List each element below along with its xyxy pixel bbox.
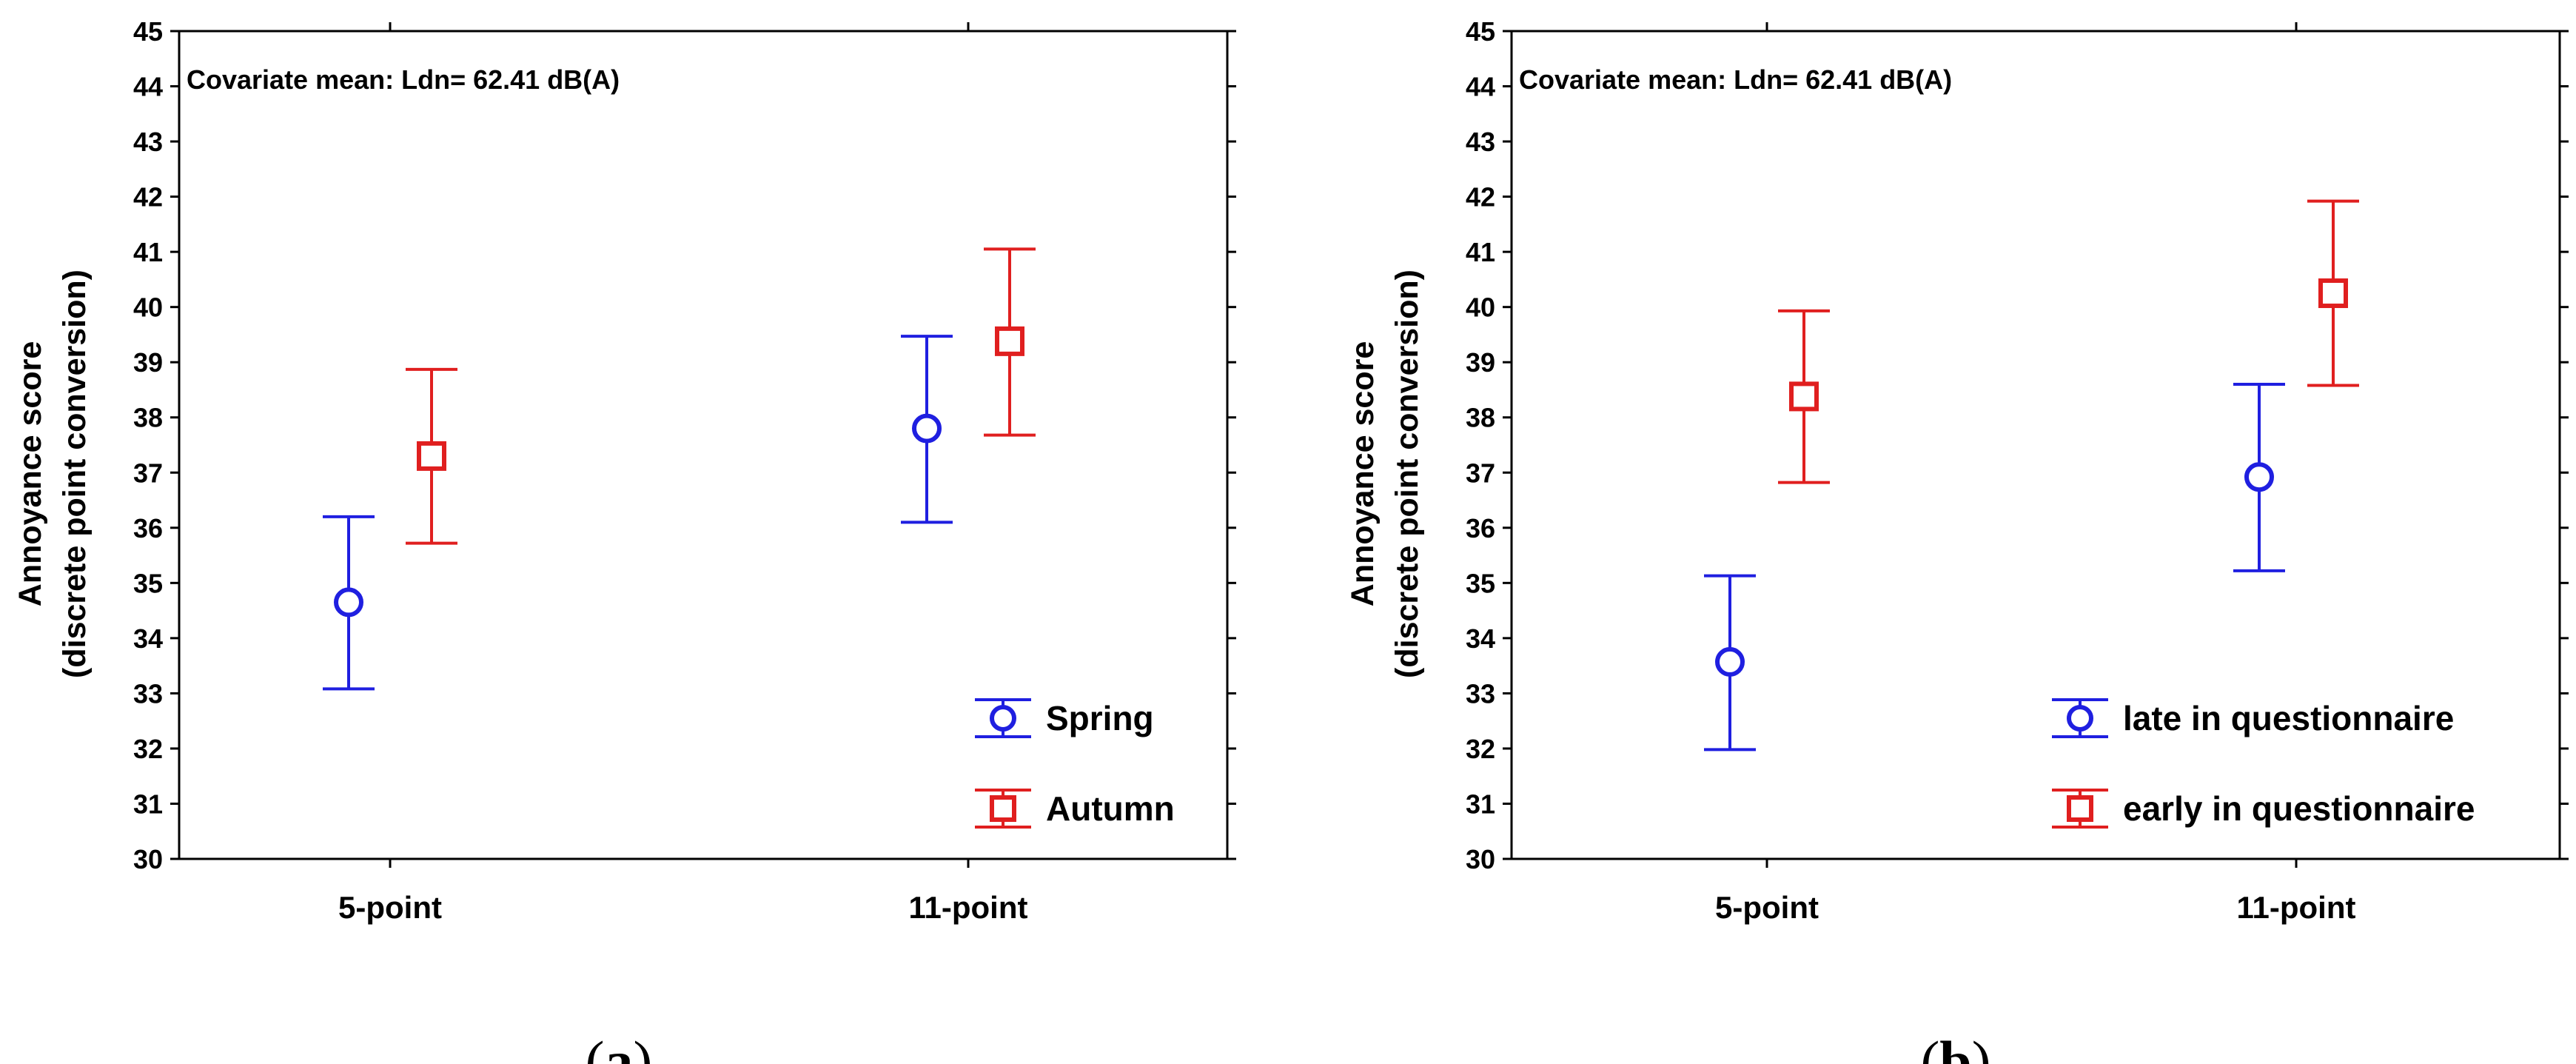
plot-frame — [1510, 30, 2561, 860]
y-tick-label: 44 — [133, 72, 163, 102]
panel-label-letter: b — [1939, 1029, 1971, 1064]
legend-item: Autumn — [975, 789, 1175, 829]
x-tick-label: 11-point — [2236, 890, 2355, 925]
y-tick-label: 41 — [133, 237, 163, 267]
y-tick-label: 35 — [1466, 568, 1495, 598]
y-tick-label: 38 — [1466, 403, 1495, 433]
y-tick-label: 35 — [133, 568, 163, 598]
plot-frame — [178, 30, 1229, 860]
y-tick-label: 39 — [133, 347, 163, 378]
legend-label: late in questionnaire — [2123, 699, 2454, 737]
panel-label-a: (a) — [586, 1029, 653, 1064]
y-tick-label: 31 — [133, 789, 163, 819]
y-tick-label: 40 — [133, 292, 163, 323]
y-axis-label-line2: (discrete point conversion) — [57, 270, 93, 678]
legend-label: early in questionnaire — [2123, 789, 2475, 828]
y-tick-label: 33 — [133, 678, 163, 709]
data-point — [1789, 381, 1819, 412]
legend-label: Spring — [1046, 699, 1154, 737]
legend-marker — [2067, 705, 2093, 732]
y-tick-label: 43 — [1466, 127, 1495, 157]
data-point — [2244, 462, 2274, 492]
y-axis-label-line1: Annoyance score — [1345, 341, 1381, 606]
y-tick-label: 32 — [133, 734, 163, 764]
x-tick-label: 11-point — [908, 890, 1027, 925]
y-tick-label: 45 — [133, 16, 163, 47]
y-tick-label: 38 — [133, 403, 163, 433]
y-tick-label: 34 — [1466, 623, 1495, 654]
panel-label-letter: a — [605, 1029, 634, 1064]
y-tick-label: 32 — [1466, 734, 1495, 764]
covariate-annotation: Covariate mean: Ldn= 62.41 dB(A) — [187, 64, 620, 95]
legend-item: Spring — [975, 698, 1154, 738]
covariate-annotation: Covariate mean: Ldn= 62.41 dB(A) — [1519, 64, 1952, 95]
y-tick-label: 36 — [1466, 513, 1495, 543]
y-tick-label: 30 — [1466, 844, 1495, 874]
y-tick-label: 44 — [1466, 72, 1495, 102]
y-tick-label: 30 — [133, 844, 163, 874]
legend-marker — [990, 795, 1016, 822]
data-point — [912, 413, 942, 444]
y-tick-label: 33 — [1466, 678, 1495, 709]
y-tick-label: 37 — [1466, 458, 1495, 488]
panel-label-b: (b) — [1920, 1029, 1990, 1064]
series-circle — [1704, 383, 2285, 752]
chart-panel-a: Covariate mean: Ldn= 62.41 dB(A) Annoyan… — [13, 16, 1236, 1064]
y-tick-label: 31 — [1466, 789, 1495, 819]
y-tick-label: 42 — [133, 182, 163, 213]
y-tick-label: 37 — [133, 458, 163, 488]
y-tick-label: 42 — [1466, 182, 1495, 213]
x-tick-label: 5-point — [1715, 890, 1819, 925]
data-point — [995, 326, 1024, 356]
y-tick-label: 34 — [133, 623, 163, 654]
series-circle — [323, 335, 953, 691]
legend-item: early in questionnaire — [2052, 789, 2475, 829]
y-tick-label: 45 — [1466, 16, 1495, 47]
data-point — [417, 441, 446, 471]
y-tick-label: 36 — [133, 513, 163, 543]
y-tick-label: 43 — [133, 127, 163, 157]
data-point — [2318, 278, 2348, 309]
data-point — [1715, 646, 1745, 677]
chart-panel-b: Covariate mean: Ldn= 62.41 dB(A) Annoyan… — [1345, 16, 2569, 1064]
series-square — [1778, 199, 2359, 484]
y-tick-label: 41 — [1466, 237, 1495, 267]
x-tick-label: 5-point — [338, 890, 442, 925]
y-tick-label: 40 — [1466, 292, 1495, 323]
legend-item: late in questionnaire — [2052, 698, 2454, 738]
legend-marker — [990, 705, 1016, 732]
y-tick-label: 39 — [1466, 347, 1495, 378]
y-axis-label-line2: (discrete point conversion) — [1389, 270, 1425, 678]
series-square — [406, 247, 1036, 545]
legend-marker — [2067, 795, 2093, 822]
legend-label: Autumn — [1046, 789, 1175, 828]
y-axis-label-line1: Annoyance score — [13, 341, 48, 606]
data-point — [334, 587, 363, 618]
